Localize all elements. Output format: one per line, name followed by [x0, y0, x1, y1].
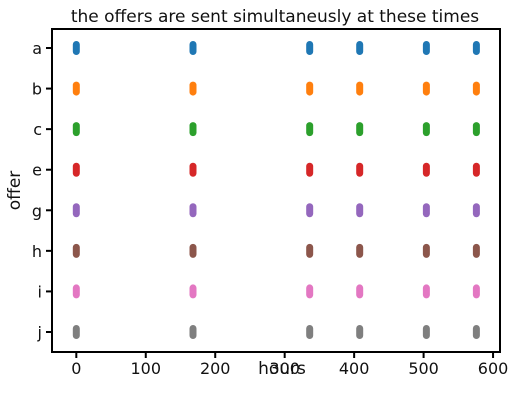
data-point-i-0 [72, 284, 80, 299]
data-point-g-336 [306, 203, 314, 218]
data-point-g-576 [472, 203, 480, 218]
data-point-c-408 [356, 122, 364, 137]
x-tick-label: 400 [339, 359, 370, 378]
y-tick-label: b [32, 80, 42, 99]
data-point-j-0 [72, 325, 80, 339]
data-point-g-0 [72, 203, 80, 218]
y-tick-label: e [32, 161, 42, 180]
data-point-c-504 [422, 122, 430, 137]
data-point-c-0 [72, 122, 80, 137]
data-point-e-336 [306, 162, 314, 177]
data-point-e-576 [472, 162, 480, 177]
data-point-g-168 [189, 203, 197, 218]
data-point-b-336 [306, 81, 314, 96]
data-point-e-168 [189, 162, 197, 177]
data-point-g-408 [356, 203, 364, 218]
y-axis-ticks: a b c e g h i j [32, 39, 52, 342]
y-tick-label: g [32, 201, 42, 220]
data-point-c-168 [189, 122, 197, 137]
data-point-h-168 [189, 243, 197, 258]
x-axis-ticks: 0 100 200 300 400 500 600 [71, 352, 508, 378]
data-point-b-168 [189, 81, 197, 96]
data-point-a-408 [356, 41, 364, 55]
data-point-c-336 [306, 122, 314, 137]
data-point-a-576 [472, 41, 480, 55]
data-point-j-168 [189, 325, 197, 339]
data-point-b-504 [422, 81, 430, 96]
data-point-b-576 [472, 81, 480, 96]
data-point-h-504 [422, 243, 430, 258]
plot-frame [51, 28, 501, 353]
x-axis-label: hours [258, 359, 306, 379]
x-tick-label: 500 [408, 359, 439, 378]
data-point-a-504 [422, 41, 430, 55]
data-point-e-0 [72, 162, 80, 177]
data-point-i-336 [306, 284, 314, 299]
data-point-a-336 [306, 41, 314, 55]
data-point-a-168 [189, 41, 197, 55]
data-point-i-504 [422, 284, 430, 299]
chart-title: the offers are sent simultaneusly at the… [71, 7, 479, 27]
y-tick-label: i [38, 282, 42, 301]
data-point-i-576 [472, 284, 480, 299]
data-point-h-336 [306, 243, 314, 258]
data-point-a-0 [72, 41, 80, 55]
data-point-e-504 [422, 162, 430, 177]
y-tick-label: c [33, 120, 42, 139]
y-tick-label: h [32, 242, 42, 261]
plot-points [72, 41, 480, 339]
x-tick-label: 100 [130, 359, 161, 378]
x-tick-label: 200 [200, 359, 231, 378]
data-point-j-336 [306, 325, 314, 339]
data-point-c-576 [472, 122, 480, 137]
data-point-e-408 [356, 162, 364, 177]
data-point-h-408 [356, 243, 364, 258]
data-point-i-408 [356, 284, 364, 299]
data-point-j-504 [422, 325, 430, 339]
data-point-b-0 [72, 81, 80, 96]
x-tick-label: 300 [269, 359, 300, 378]
data-point-j-576 [472, 325, 480, 339]
y-tick-label: j [37, 323, 42, 342]
y-axis-label: offer [5, 171, 25, 211]
y-tick-label: a [32, 39, 42, 58]
data-point-i-168 [189, 284, 197, 299]
data-point-g-504 [422, 203, 430, 218]
x-tick-label: 0 [71, 359, 81, 378]
data-point-h-0 [72, 243, 80, 258]
data-point-b-408 [356, 81, 364, 96]
x-tick-label: 600 [478, 359, 509, 378]
data-point-j-408 [356, 325, 364, 339]
data-point-h-576 [472, 243, 480, 258]
